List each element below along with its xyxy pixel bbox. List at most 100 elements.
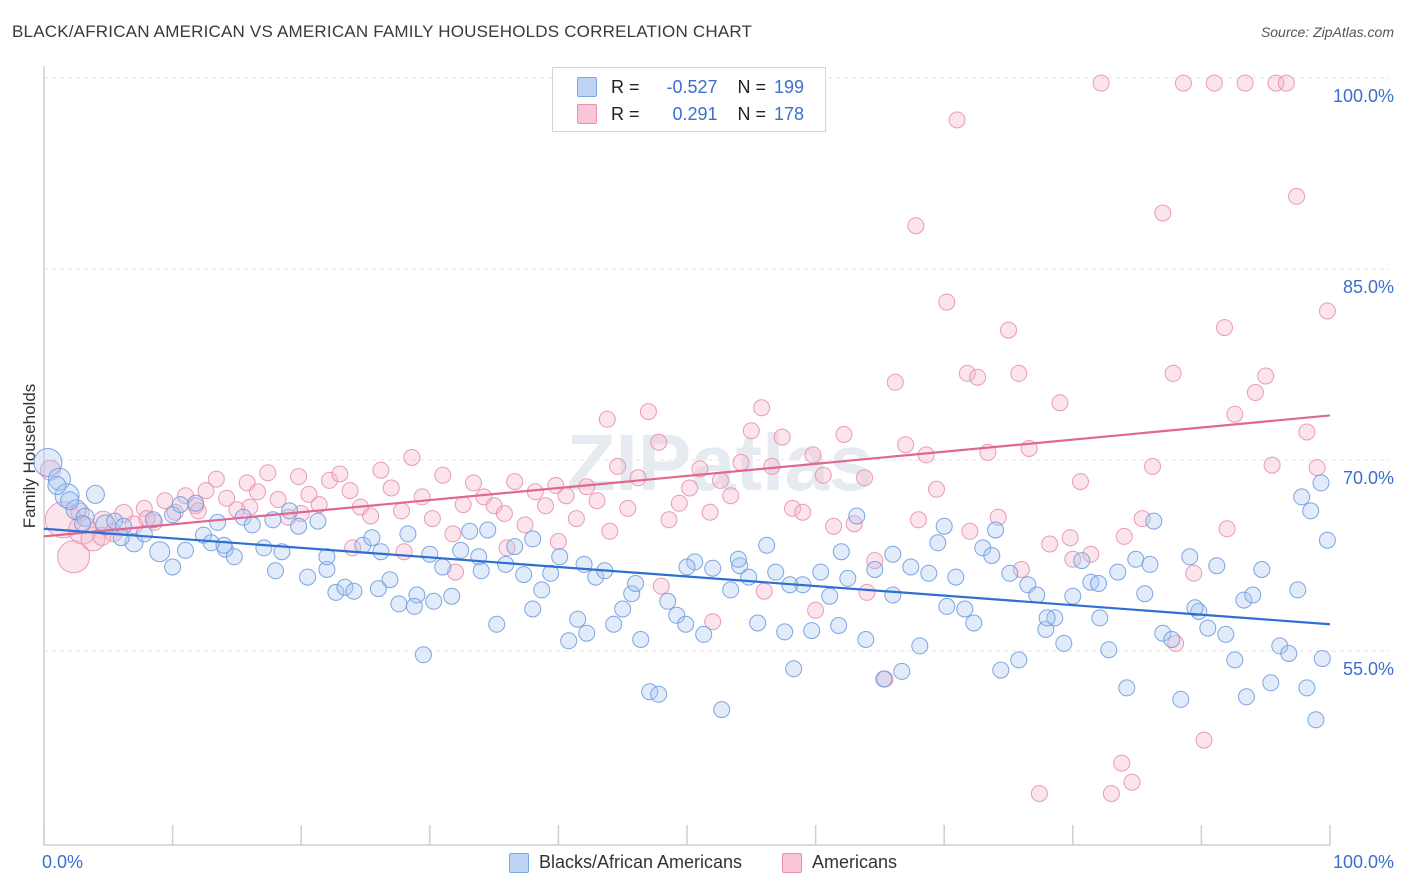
- point-americans: [1144, 457, 1161, 475]
- point-americans: [218, 489, 236, 507]
- point-blacks: [1312, 474, 1330, 492]
- point-americans: [784, 499, 801, 517]
- point-blacks: [372, 543, 390, 561]
- point-blacks: [920, 564, 938, 582]
- point-americans: [382, 479, 400, 497]
- point-americans: [807, 601, 825, 619]
- point-americans: [1318, 302, 1336, 320]
- point-americans: [395, 543, 413, 561]
- point-americans: [598, 410, 616, 428]
- point-blacks: [1244, 586, 1262, 604]
- point-blacks: [1172, 690, 1190, 708]
- trend-line-americans: [43, 414, 1331, 538]
- point-blacks: [659, 592, 677, 610]
- series-legend-item-blacks[interactable]: Blacks/African Americans: [508, 852, 743, 873]
- point-blacks: [1208, 557, 1226, 575]
- point-americans: [331, 465, 349, 483]
- point-blacks: [1100, 641, 1118, 659]
- point-blacks: [506, 538, 524, 556]
- point-americans: [804, 446, 822, 464]
- point-americans: [1061, 529, 1079, 547]
- point-blacks: [1127, 550, 1145, 568]
- point-blacks: [1302, 502, 1320, 520]
- point-blacks: [884, 586, 902, 604]
- point-americans: [447, 563, 464, 581]
- x-tick-label-min: 0.0%: [42, 852, 84, 872]
- y-tick-label: 55.0%: [1342, 659, 1394, 679]
- point-blacks: [821, 587, 839, 605]
- point-blacks: [461, 522, 479, 540]
- point-blacks: [290, 517, 308, 535]
- legend-r-label: R =: [611, 76, 640, 97]
- point-blacks: [785, 660, 803, 678]
- point-americans: [701, 503, 719, 521]
- point-americans: [1072, 473, 1089, 491]
- point-americans: [732, 454, 750, 471]
- point-blacks: [524, 530, 542, 548]
- point-blacks: [209, 513, 227, 531]
- point-blacks: [884, 545, 902, 563]
- point-blacks: [992, 661, 1010, 679]
- point-blacks: [267, 562, 284, 580]
- point-blacks: [255, 539, 273, 557]
- series-legend-item-americans[interactable]: Americans: [782, 852, 897, 873]
- point-americans: [866, 552, 884, 570]
- point-blacks: [1141, 555, 1159, 573]
- point-blacks: [1145, 512, 1163, 530]
- point-blacks: [803, 622, 821, 640]
- point-blacks: [1055, 634, 1073, 652]
- point-blacks: [902, 558, 920, 576]
- point-blacks: [452, 541, 470, 559]
- point-americans: [413, 488, 431, 506]
- point-americans: [362, 507, 380, 525]
- point-blacks: [1289, 581, 1307, 599]
- point-blacks: [171, 496, 189, 514]
- point-americans: [1267, 74, 1285, 92]
- point-blacks: [749, 614, 767, 632]
- point-blacks: [627, 575, 645, 592]
- point-americans: [1174, 74, 1192, 92]
- point-blacks: [740, 568, 758, 586]
- point-blacks: [488, 615, 506, 633]
- point-americans: [639, 403, 657, 421]
- point-blacks: [1090, 575, 1107, 592]
- series-legend: Blacks/African Americans Americans: [0, 852, 1406, 873]
- point-americans: [1216, 319, 1233, 337]
- point-blacks: [299, 568, 317, 586]
- y-tick-label: 85.0%: [1342, 277, 1394, 297]
- point-blacks: [533, 581, 551, 599]
- point-blacks: [215, 536, 233, 554]
- point-blacks: [1154, 624, 1172, 642]
- point-blacks: [731, 557, 749, 575]
- series-legend-label: Blacks/African Americans: [538, 852, 743, 872]
- point-americans: [1082, 545, 1100, 563]
- point-americans: [814, 466, 832, 484]
- point-blacks: [1226, 651, 1244, 669]
- point-blacks: [848, 507, 866, 525]
- point-americans: [670, 494, 688, 512]
- point-blacks: [911, 637, 929, 655]
- point-americans: [1102, 785, 1120, 803]
- point-americans: [1236, 74, 1254, 92]
- point-americans: [609, 457, 627, 475]
- point-blacks: [1253, 561, 1271, 578]
- legend-swatch-pink: [577, 104, 597, 124]
- point-americans: [241, 498, 259, 516]
- point-blacks: [327, 583, 345, 601]
- point-americans: [249, 483, 266, 501]
- legend-n-label: N =: [737, 103, 767, 124]
- point-americans: [516, 516, 534, 534]
- point-americans: [1113, 754, 1131, 772]
- series-legend-swatch-blue: [508, 852, 529, 873]
- point-blacks: [578, 624, 596, 642]
- point-blacks: [1064, 587, 1082, 605]
- point-americans: [1010, 364, 1028, 382]
- point-americans: [897, 436, 915, 454]
- point-americans: [961, 522, 979, 540]
- point-blacks: [551, 548, 569, 566]
- point-blacks: [524, 600, 542, 618]
- point-americans: [938, 293, 956, 311]
- point-blacks: [560, 632, 578, 650]
- point-blacks: [947, 568, 965, 586]
- point-americans: [372, 461, 390, 479]
